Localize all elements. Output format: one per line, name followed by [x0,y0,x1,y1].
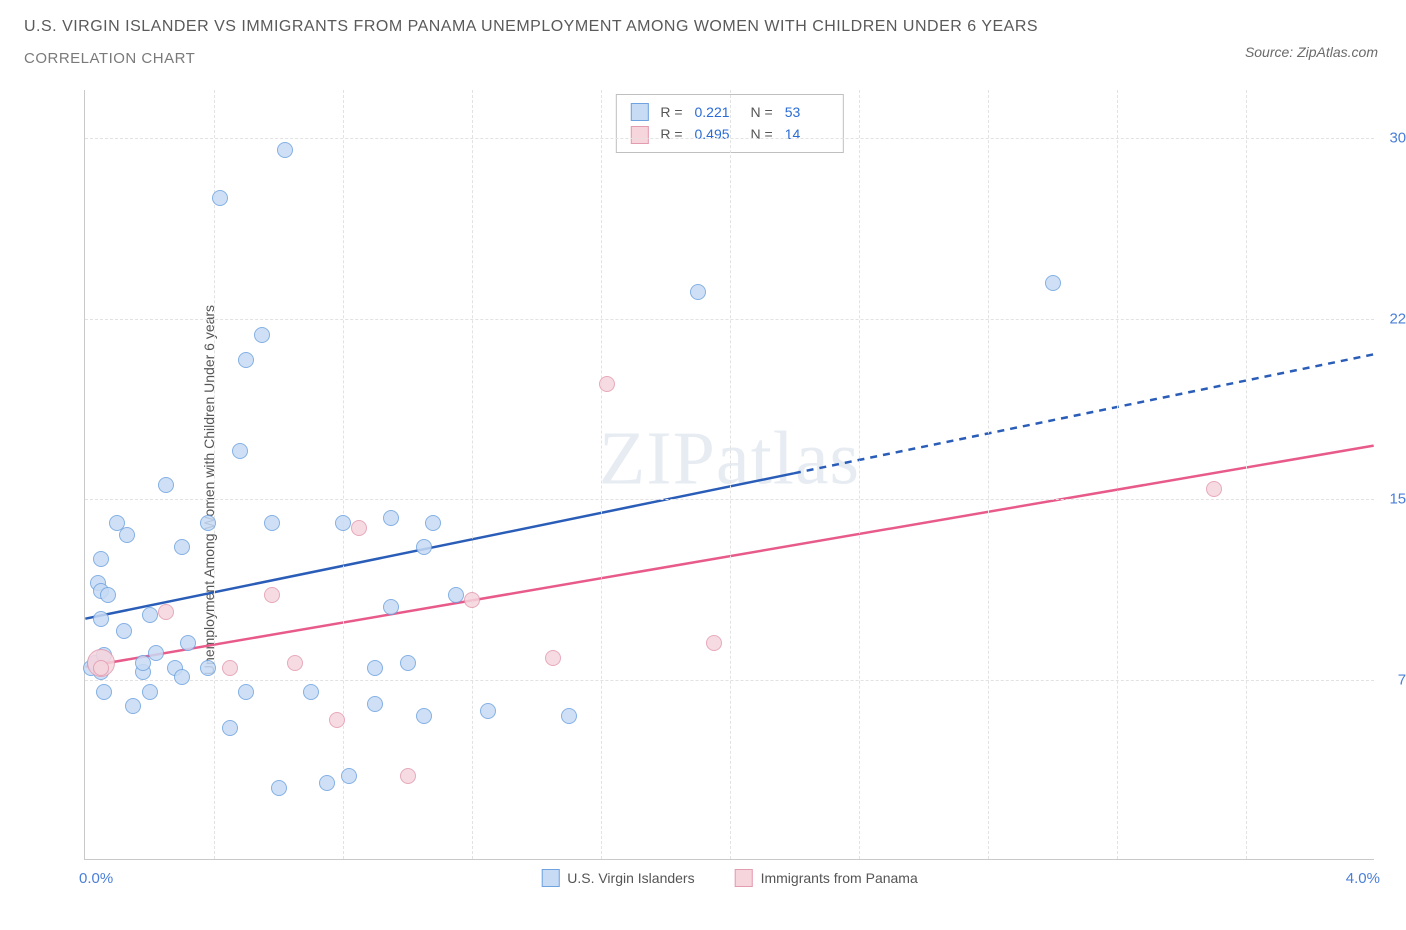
legend-swatch-panama [735,869,753,887]
r-value-usvi: 0.221 [695,101,739,123]
watermark-zip: ZIP [599,417,716,501]
gridline-v [1246,90,1247,859]
data-point-usvi [222,720,238,736]
data-point-usvi [264,515,280,531]
data-point-panama [158,604,174,620]
n-value-panama: 14 [785,123,829,145]
gridline-v [988,90,989,859]
data-point-usvi [174,669,190,685]
data-point-usvi [383,510,399,526]
data-point-panama [351,520,367,536]
data-point-usvi [232,443,248,459]
swatch-usvi [630,103,648,121]
swatch-panama [630,126,648,144]
legend-label-panama: Immigrants from Panama [761,870,918,886]
data-point-usvi [212,190,228,206]
data-point-usvi [200,515,216,531]
gridline-v [1117,90,1118,859]
data-point-usvi [180,635,196,651]
data-point-usvi [303,684,319,700]
y-tick-label: 15.0% [1389,491,1406,508]
source-attribution: Source: ZipAtlas.com [1245,44,1378,60]
x-axis-max-label: 4.0% [1346,870,1380,887]
data-point-usvi [254,327,270,343]
data-point-usvi [480,703,496,719]
data-point-usvi [125,698,141,714]
data-point-usvi [400,655,416,671]
data-point-panama [706,635,722,651]
data-point-usvi [416,539,432,555]
legend-label-usvi: U.S. Virgin Islanders [567,870,694,886]
source-name: ZipAtlas.com [1297,44,1378,60]
gridline-v [472,90,473,859]
data-point-usvi [335,515,351,531]
data-point-usvi [142,607,158,623]
data-point-usvi [238,352,254,368]
r-label: R = [660,123,682,145]
data-point-usvi [93,551,109,567]
data-point-usvi [425,515,441,531]
gridline-v [859,90,860,859]
data-point-panama [599,376,615,392]
trendline-usvi-extrapolated [794,354,1374,473]
data-point-usvi [174,539,190,555]
watermark-atlas: atlas [716,417,860,501]
data-point-usvi [319,775,335,791]
data-point-usvi [200,660,216,676]
r-value-panama: 0.495 [695,123,739,145]
data-point-usvi [119,527,135,543]
gridline-v [730,90,731,859]
data-point-usvi [448,587,464,603]
data-point-usvi [142,684,158,700]
n-value-usvi: 53 [785,101,829,123]
y-tick-label: 7.5% [1398,671,1406,688]
data-point-usvi [96,684,112,700]
data-point-usvi [561,708,577,724]
data-point-usvi [341,768,357,784]
chart-area: Unemployment Among Women with Children U… [54,90,1384,890]
gridline-v [214,90,215,859]
chart-subtitle: CORRELATION CHART [24,50,1382,67]
data-point-usvi [383,599,399,615]
legend-swatch-usvi [541,869,559,887]
n-label: N = [751,123,773,145]
data-point-panama [222,660,238,676]
r-label: R = [660,101,682,123]
data-point-usvi [100,587,116,603]
data-point-usvi [367,660,383,676]
plot-region: ZIPatlas R = 0.221 N = 53 R = 0.495 N = … [84,90,1374,860]
data-point-panama [1206,481,1222,497]
x-axis-min-label: 0.0% [79,870,113,887]
data-point-panama [329,712,345,728]
legend: U.S. Virgin Islanders Immigrants from Pa… [541,869,918,887]
data-point-panama [264,587,280,603]
data-point-panama [287,655,303,671]
chart-title: U.S. VIRGIN ISLANDER VS IMMIGRANTS FROM … [24,18,1382,36]
data-point-usvi [148,645,164,661]
data-point-panama [545,650,561,666]
data-point-usvi [277,142,293,158]
data-point-usvi [367,696,383,712]
data-point-usvi [271,780,287,796]
data-point-panama [400,768,416,784]
gridline-v [343,90,344,859]
data-point-panama [93,660,109,676]
legend-item-usvi: U.S. Virgin Islanders [541,869,694,887]
y-tick-label: 30.0% [1389,130,1406,147]
data-point-usvi [238,684,254,700]
chart-header: U.S. VIRGIN ISLANDER VS IMMIGRANTS FROM … [0,0,1406,67]
data-point-usvi [158,477,174,493]
n-label: N = [751,101,773,123]
data-point-usvi [1045,275,1061,291]
data-point-usvi [93,611,109,627]
y-tick-label: 22.5% [1389,310,1406,327]
data-point-usvi [690,284,706,300]
source-prefix: Source: [1245,44,1297,60]
data-point-panama [464,592,480,608]
data-point-usvi [416,708,432,724]
data-point-usvi [116,623,132,639]
gridline-v [601,90,602,859]
trendline-usvi [85,473,794,618]
legend-item-panama: Immigrants from Panama [735,869,918,887]
